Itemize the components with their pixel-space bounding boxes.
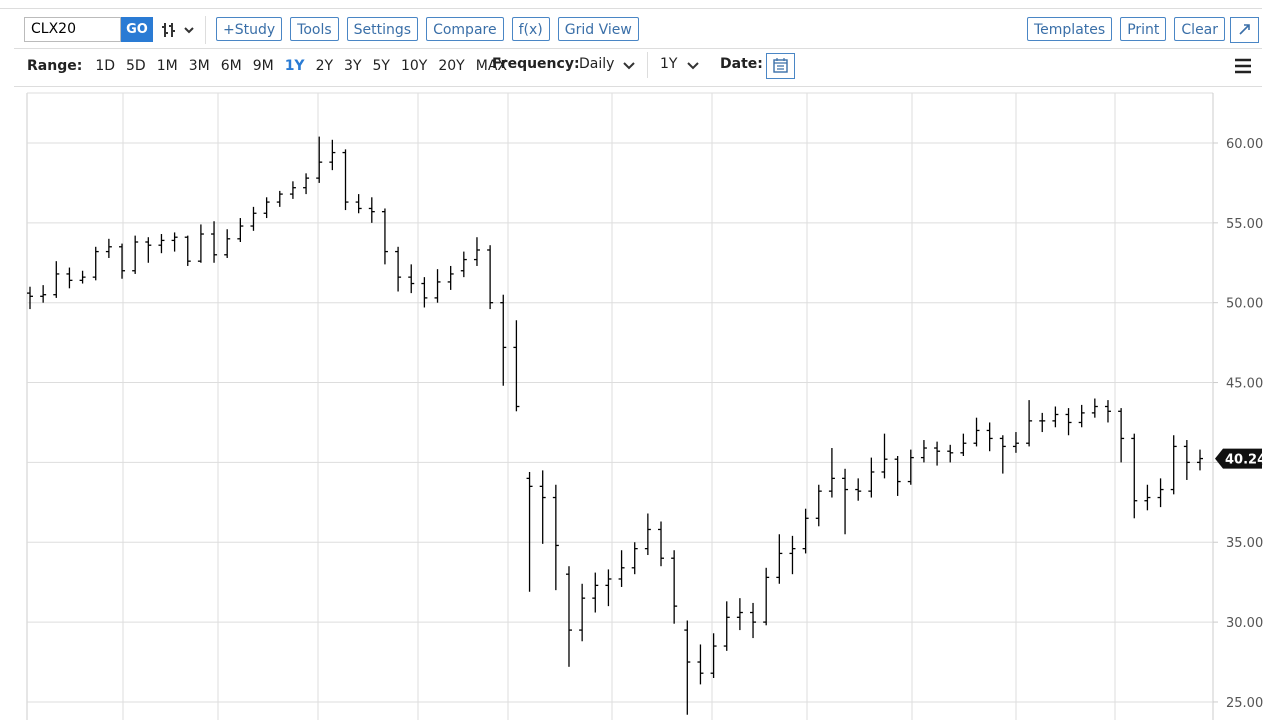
rule	[14, 86, 1262, 87]
range-label: Range:	[27, 58, 83, 74]
top-rule	[0, 8, 1262, 9]
toolbar-button[interactable]: f(x)	[511, 17, 550, 41]
range-option[interactable]: 1Y	[284, 58, 305, 74]
toolbar-button[interactable]: +Study	[216, 17, 283, 41]
toolbar-button[interactable]: Grid View	[557, 17, 639, 41]
date-label: Date:	[720, 56, 763, 72]
chevron	[623, 62, 635, 70]
go-button[interactable]: GO	[121, 17, 153, 42]
y-tick-label: 30.00	[1226, 616, 1263, 631]
y-tick-label: 60.00	[1226, 137, 1263, 152]
toolbar-button[interactable]: Compare	[426, 17, 504, 41]
frequency-label: Frequency:	[492, 56, 580, 72]
toolbar-button[interactable]: Templates	[1027, 17, 1113, 41]
range-option[interactable]: 20Y	[438, 58, 465, 74]
last-price-tag	[1215, 448, 1262, 469]
menu-button[interactable]	[1234, 58, 1252, 74]
range-option[interactable]: 1D	[95, 58, 115, 74]
range-option[interactable]: 5D	[126, 58, 146, 74]
range-option[interactable]: 3M	[188, 58, 210, 74]
expand-button[interactable]	[1230, 17, 1259, 43]
range-option[interactable]: 10Y	[400, 58, 428, 74]
range-option[interactable]: 9M	[252, 58, 274, 74]
range-option[interactable]: 1M	[156, 58, 178, 74]
separator	[205, 16, 206, 44]
y-tick-label: 35.00	[1226, 536, 1263, 551]
y-tick-label: 50.00	[1226, 297, 1263, 312]
toolbar-button[interactable]: Print	[1120, 17, 1167, 41]
frequency-select[interactable]: Daily	[579, 56, 615, 72]
left-buttons: +Study Tools Settings Compare f(x) Grid View	[216, 17, 639, 41]
range-option[interactable]: 6M	[220, 58, 242, 74]
date-button[interactable]	[766, 53, 795, 79]
separator	[647, 52, 648, 78]
y-tick-label: 25.00	[1226, 696, 1263, 711]
rule	[14, 48, 1262, 49]
range-option[interactable]: 3Y	[344, 58, 362, 74]
toolbar-button[interactable]: Clear	[1174, 17, 1226, 41]
toolbar-button[interactable]: Settings	[346, 17, 419, 41]
range-option[interactable]: MAX	[475, 58, 507, 74]
right-buttons: Templates Print Clear	[1027, 17, 1226, 41]
range-bar: Range: 1D 5D 1M 3M 6M 9M 1Y 2Y 3Y 5Y 10Y 20Y MAX	[27, 56, 507, 76]
last-price-label: 40.24	[1225, 453, 1266, 468]
range-option[interactable]: 5Y	[372, 58, 390, 74]
chevron	[687, 62, 699, 70]
y-tick-label: 55.00	[1226, 217, 1263, 232]
range-option[interactable]: 2Y	[315, 58, 334, 74]
y-tick-label: 45.00	[1226, 377, 1263, 392]
toolbar-button[interactable]: Tools	[290, 17, 339, 41]
chart-type-icon[interactable]	[160, 20, 198, 40]
period-select[interactable]: 1Y	[660, 56, 678, 72]
symbol-input[interactable]: CLX20	[24, 17, 121, 42]
